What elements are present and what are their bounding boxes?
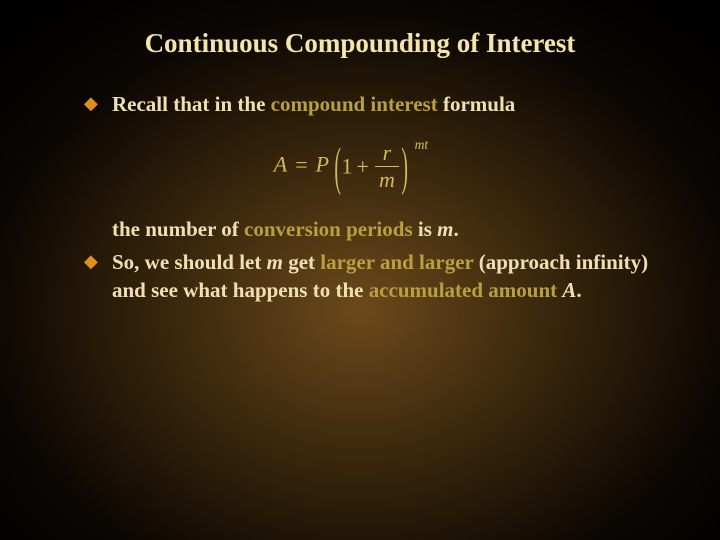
slide-title: Continuous Compounding of Interest (0, 28, 720, 59)
slide-content: ◆ Recall that in the compound interest f… (84, 90, 654, 308)
formula-eq: = (295, 152, 307, 177)
b2-A: A (562, 278, 576, 302)
formula-lparen: ( (335, 136, 342, 198)
bullet-item-1: ◆ Recall that in the compound interest f… (84, 90, 654, 118)
b2-m: m (267, 250, 283, 274)
cont1-accent: conversion periods (244, 217, 413, 241)
b1-accent: compound interest (271, 92, 438, 116)
diamond-bullet-icon: ◆ (84, 248, 112, 270)
bullet-1-text: Recall that in the compound interest for… (112, 90, 654, 118)
b1-pre: Recall that in the (112, 92, 271, 116)
cont1-m: m (437, 217, 453, 241)
diamond-bullet-icon: ◆ (84, 90, 112, 112)
formula-exponent: mt (415, 137, 429, 153)
bullet-item-2: ◆ So, we should let m get larger and lar… (84, 248, 654, 305)
formula-rparen: ) (401, 136, 408, 198)
b2-pre: So, we should let (112, 250, 267, 274)
b1-post: formula (438, 92, 516, 116)
b2-accent2: accumulated amount (369, 278, 557, 302)
cont1-pre: the number of (112, 217, 244, 241)
formula-A: A (274, 152, 287, 177)
formula-P: P (316, 152, 329, 177)
formula-fraction: rm (375, 140, 399, 193)
b2-mid1: get (283, 250, 320, 274)
cont1-mid: is (413, 217, 438, 241)
formula-block: A=P (1+rm)mt (56, 140, 626, 193)
formula-r: r (375, 140, 399, 167)
bullet-1-continuation: the number of conversion periods is m. (112, 215, 654, 243)
b2-accent1: larger and larger (320, 250, 473, 274)
b2-post: . (576, 278, 581, 302)
formula-m: m (375, 167, 399, 193)
title-text: Continuous Compounding of Interest (145, 28, 576, 58)
compound-interest-formula: A=P (1+rm)mt (274, 140, 408, 193)
bullet-2-text: So, we should let m get larger and large… (112, 248, 654, 305)
formula-plus: + (357, 154, 369, 179)
cont1-post: . (453, 217, 458, 241)
formula-one: 1 (342, 154, 353, 179)
